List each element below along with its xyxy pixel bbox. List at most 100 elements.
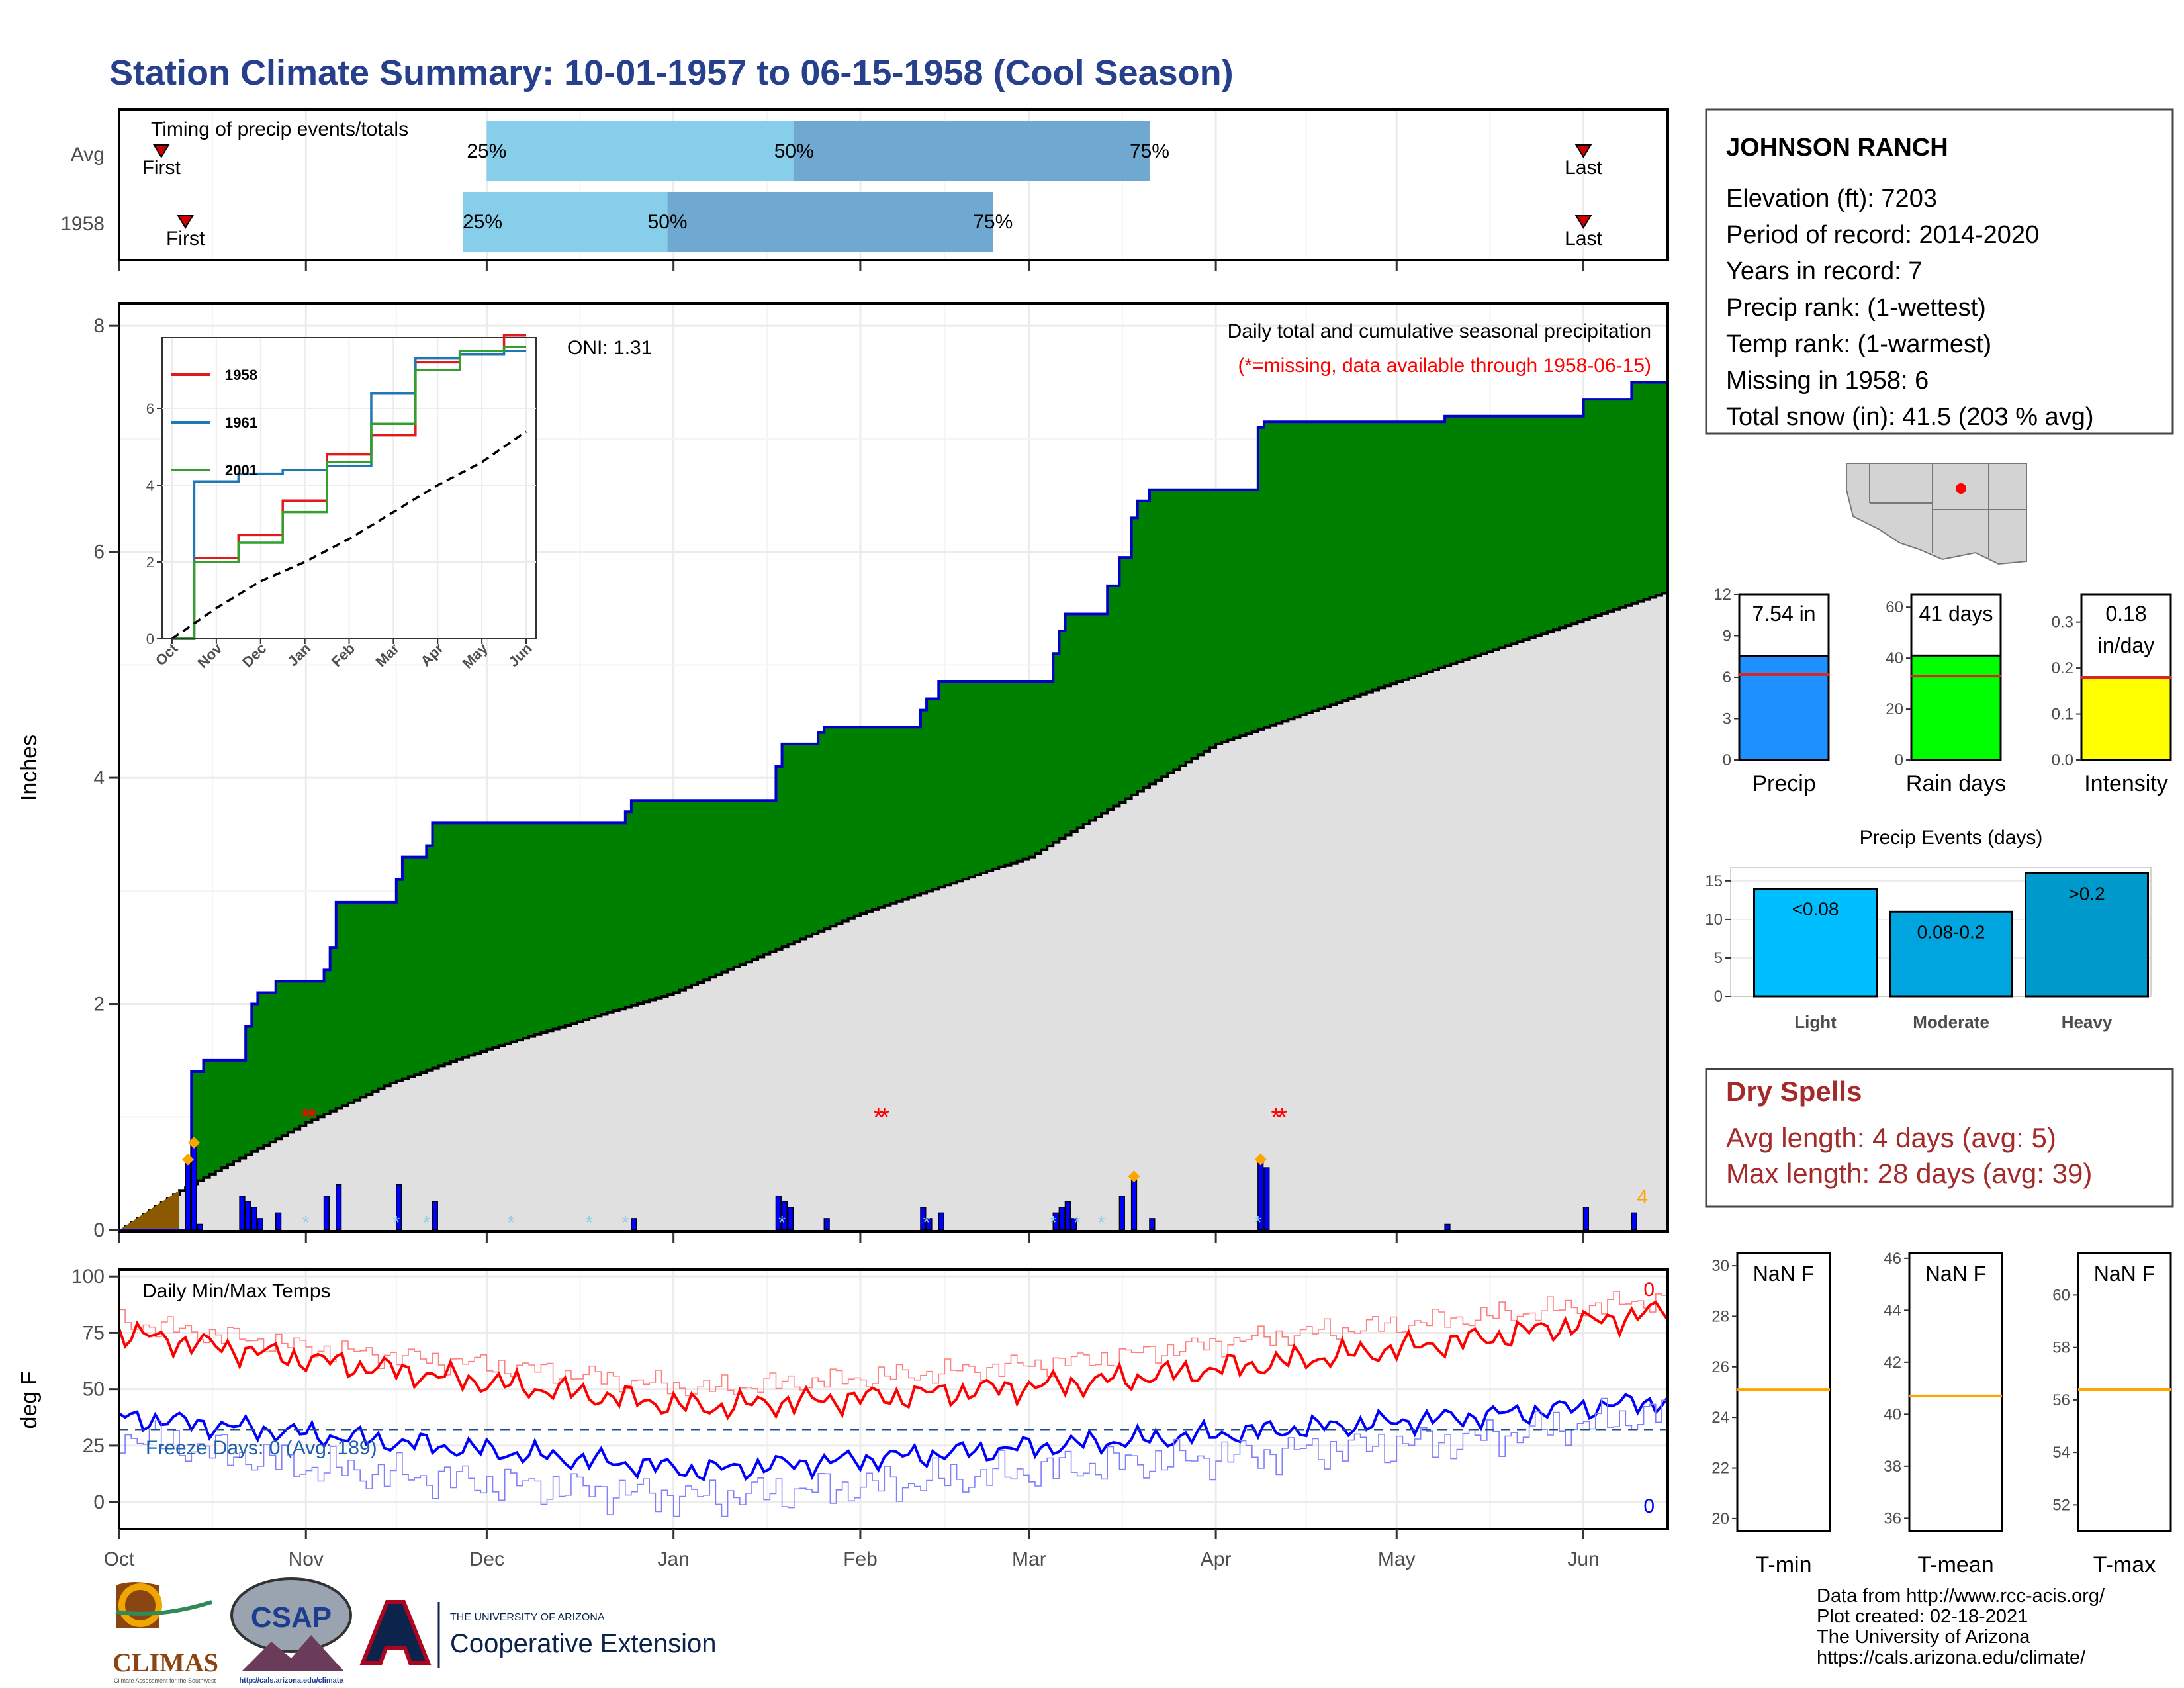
missing-day-marker: *: [1271, 1103, 1281, 1132]
events-x-label: Light: [1794, 1012, 1837, 1032]
map-land: [1846, 463, 2027, 565]
ua-logo: THE UNIVERSITY OF ARIZONA Cooperative Ex…: [359, 1600, 716, 1668]
temperature-summary-charts: NaN F 20 22 24 26 28 30 T-min NaN F 36 38 40 42 44 46 T…: [1711, 1250, 2172, 1577]
missing-day-marker: *: [1277, 1103, 1287, 1132]
inset-x-tick-label: Mar: [373, 640, 403, 671]
mini-chart-y-tick-label: 6: [1723, 669, 1731, 686]
timing-marker-label-first: First: [166, 228, 205, 250]
precip-events-chart: Precip Events (days) 0 5 10 15 <0.08 Light 0.0…: [1705, 827, 2152, 1032]
mini-chart-value: 0.18: [2105, 602, 2146, 626]
events-y-tick-label: 0: [1714, 988, 1723, 1006]
inset-x-tick-label: Dec: [239, 640, 269, 671]
temp-summary-frame: [2077, 1252, 2172, 1532]
climas-logo-subtext: Climate Assessment for the Southwest: [114, 1677, 216, 1684]
events-y-tick-label: 10: [1705, 911, 1723, 929]
freeze-days-label: Freeze Days: 0 (Avg: 189): [146, 1437, 377, 1459]
timing-frame: [118, 108, 1669, 261]
inset-x-tick-label: Jun: [505, 640, 535, 670]
station-line-temp-rank: Temp rank: (1-warmest): [1726, 330, 1991, 358]
daily-precip-bar: [1582, 1207, 1590, 1231]
daily-precip-bar: [1149, 1218, 1156, 1231]
daily-precip-bar: [1631, 1212, 1637, 1231]
temp-summary-y-tick-label: 26: [1711, 1358, 1729, 1376]
oni-label: ONI: 1.31: [567, 337, 652, 359]
inset-legend-label: 1961: [225, 414, 257, 431]
daily-precip-bar: [631, 1218, 637, 1231]
snow-day-marker: *: [423, 1212, 430, 1233]
daily-precip-bar: [1263, 1167, 1270, 1231]
daily-precip-bar: [257, 1218, 263, 1231]
temp-y-tick-label: 50: [83, 1379, 105, 1401]
temp-summary-value: NaN F: [2094, 1262, 2155, 1286]
station-location-dot: [1956, 483, 1966, 494]
daily-precip-bar: [787, 1207, 794, 1231]
daily-precip-bar: [275, 1212, 282, 1231]
temp-summary-y-tick-label: 58: [2052, 1339, 2070, 1357]
mini-chart-y-tick-label: 0: [1723, 751, 1731, 769]
climas-logo-sun: [118, 1583, 162, 1627]
events-bar-bin: 0.08-0.2: [1917, 921, 1985, 942]
temp-summary-y-tick-label: 38: [1884, 1458, 1901, 1476]
cumulative-precip-line: [119, 377, 1669, 1231]
temp-x-tick-label: Feb: [843, 1548, 878, 1570]
inset-legend-label: 2001: [225, 462, 257, 479]
precip-y-axis-label: Inches: [17, 735, 42, 801]
snow-day-marker: *: [302, 1212, 310, 1233]
timing-row-avg-label: Avg: [71, 144, 105, 165]
precip-y-tick-label: 4: [93, 767, 105, 789]
page-title: Station Climate Summary: 10-01-1957 to 0…: [109, 53, 1234, 93]
missing-day-marker: *: [873, 1103, 884, 1132]
events-title: Precip Events (days): [1860, 827, 2043, 849]
daily-precip-bar: [251, 1207, 257, 1231]
temp-x-tick-label: May: [1378, 1548, 1416, 1570]
station-name: JOHNSON RANCH: [1726, 134, 1948, 162]
precip-y-tick-label: 6: [93, 541, 105, 563]
credit-line-4: https://cals.arizona.edu/climate/: [1817, 1647, 2086, 1668]
events-y-tick-label: 5: [1714, 949, 1723, 967]
daily-precip-bar: [1118, 1196, 1125, 1231]
mini-chart-y-tick-label: 0.0: [2052, 751, 2073, 769]
mini-chart-label: Intensity: [2084, 771, 2168, 796]
temp-summary-y-tick-label: 22: [1711, 1460, 1729, 1477]
average-precip-line: [119, 591, 1669, 1231]
csap-logo: CSAP http://cals.arizona.edu/climate: [230, 1577, 352, 1685]
events-bar: [2025, 872, 2149, 998]
mini-chart-y-tick-label: 12: [1713, 586, 1731, 604]
events-bar: [1889, 910, 2013, 998]
snow-day-marker: *: [392, 1212, 400, 1233]
temp-summary-value: NaN F: [1753, 1262, 1814, 1286]
precip-y-tick-label: 0: [93, 1219, 105, 1241]
timing-bar-50-75: [667, 192, 993, 252]
temp-x-tick-label: Jun: [1567, 1548, 1599, 1570]
credit-line-2: Plot created: 02-18-2021: [1817, 1606, 2028, 1627]
mini-chart-y-tick-label: 20: [1886, 700, 1903, 718]
temp-summary-frame: [1736, 1252, 1831, 1532]
mini-chart-value: in/day: [2098, 633, 2154, 657]
temp-y-tick-label: 0: [93, 1491, 105, 1513]
ua-logo-top: THE UNIVERSITY OF ARIZONA: [450, 1612, 605, 1623]
timing-row-1958-label: 1958: [60, 213, 105, 235]
daily-precip-bar: [938, 1212, 944, 1231]
timing-label-50: 50%: [774, 140, 814, 162]
average-precip-area: [119, 591, 1668, 1230]
csap-url: http://cals.arizona.edu/climate: [239, 1677, 343, 1685]
temp-summary-y-tick-label: 24: [1711, 1409, 1729, 1427]
extreme-event-marker: [188, 1136, 201, 1149]
timing-bar-25-50: [486, 121, 794, 181]
daily-precip-bar: [323, 1196, 330, 1231]
temp-summary-label: T-max: [2093, 1552, 2156, 1577]
temp-summary-y-tick-label: 20: [1711, 1510, 1729, 1528]
temp-max-avg-line: [119, 1291, 1668, 1397]
mini-chart-y-tick-label: 3: [1723, 710, 1731, 728]
timing-label: Timing of precip events/totals: [151, 118, 408, 140]
station-line-snow: Total snow (in): 41.5 (203 % avg): [1726, 403, 2094, 431]
temp-summary-y-tick-label: 46: [1884, 1250, 1901, 1268]
snow-day-marker: *: [1098, 1212, 1105, 1233]
extreme-event-marker: [1128, 1170, 1140, 1183]
temp-summary-y-tick-label: 28: [1711, 1307, 1729, 1325]
inset-y-tick-label: 2: [146, 554, 154, 571]
inset-series-line: [172, 346, 526, 640]
